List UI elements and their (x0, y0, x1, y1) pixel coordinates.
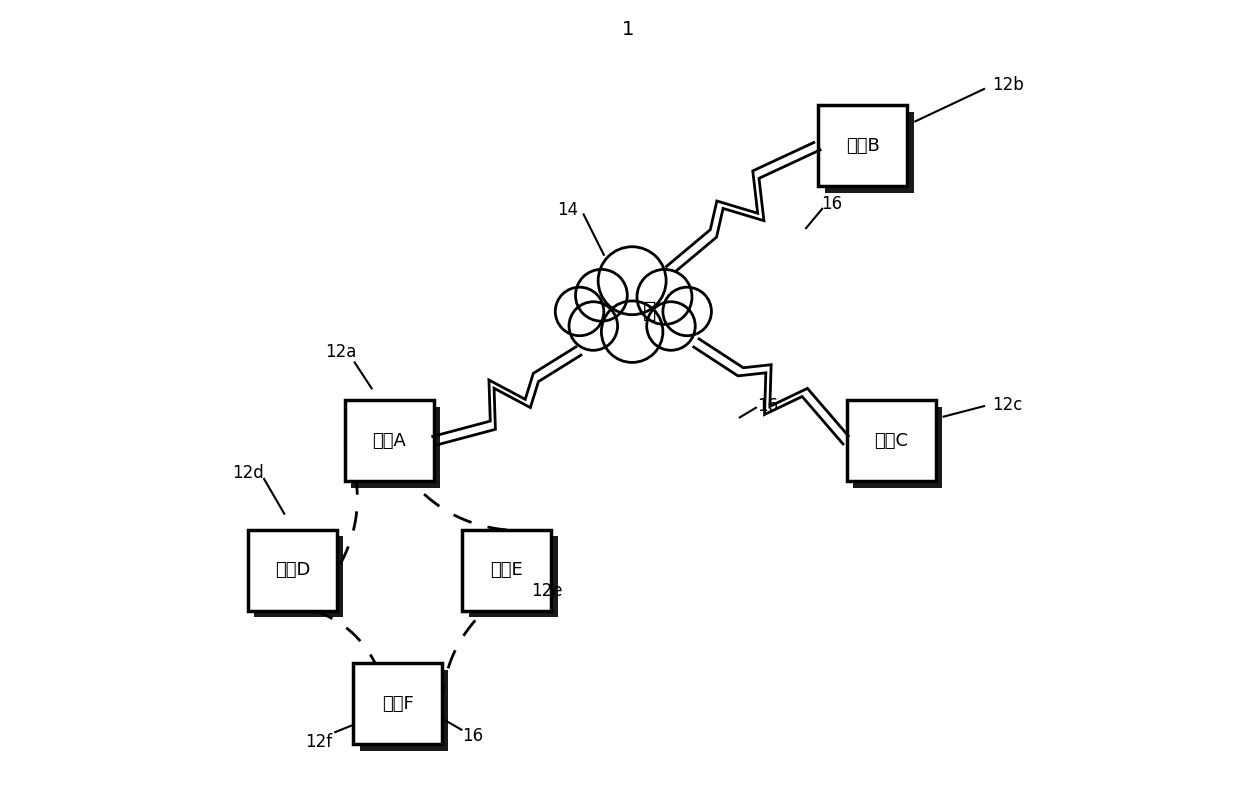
Text: 云: 云 (644, 302, 657, 321)
Circle shape (647, 302, 696, 350)
FancyBboxPatch shape (469, 536, 558, 617)
FancyBboxPatch shape (248, 530, 337, 611)
FancyBboxPatch shape (818, 105, 908, 186)
FancyBboxPatch shape (351, 407, 440, 488)
Circle shape (663, 287, 712, 336)
Text: 12d: 12d (232, 464, 264, 482)
Text: 设备B: 设备B (846, 137, 879, 155)
Text: 16: 16 (821, 195, 842, 213)
FancyBboxPatch shape (463, 530, 552, 611)
Circle shape (556, 287, 604, 336)
Text: 设备E: 设备E (490, 561, 523, 579)
Circle shape (601, 301, 663, 362)
Text: 设备C: 设备C (874, 432, 908, 450)
Text: 12c: 12c (992, 396, 1023, 413)
FancyBboxPatch shape (254, 536, 343, 617)
FancyBboxPatch shape (353, 663, 441, 744)
Text: 12a: 12a (325, 343, 357, 361)
Circle shape (575, 269, 627, 321)
FancyBboxPatch shape (345, 400, 434, 481)
Text: 设备F: 设备F (382, 695, 413, 713)
Text: 1: 1 (622, 20, 635, 39)
Circle shape (569, 302, 618, 350)
Text: 设备A: 设备A (372, 432, 407, 450)
Text: 12f: 12f (305, 733, 332, 751)
FancyBboxPatch shape (360, 670, 449, 751)
Text: 14: 14 (557, 201, 578, 219)
FancyBboxPatch shape (847, 400, 935, 481)
Text: 16: 16 (463, 727, 484, 745)
FancyBboxPatch shape (825, 112, 914, 193)
Text: 16: 16 (756, 397, 777, 415)
Text: 12e: 12e (532, 582, 563, 599)
FancyBboxPatch shape (853, 407, 942, 488)
Circle shape (637, 269, 692, 324)
Text: 12b: 12b (992, 76, 1024, 94)
Circle shape (598, 247, 666, 315)
Text: 设备D: 设备D (275, 561, 310, 579)
